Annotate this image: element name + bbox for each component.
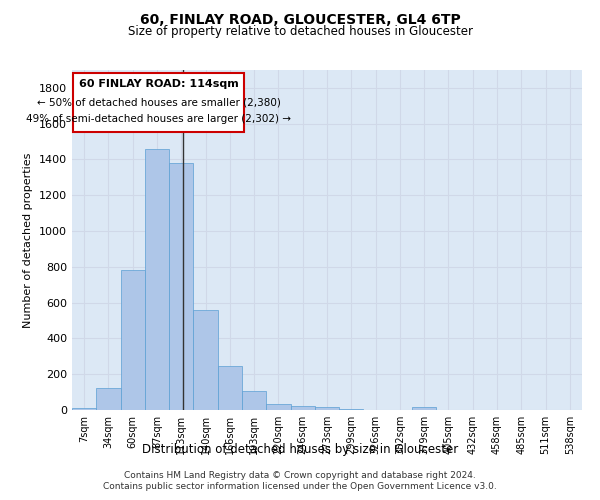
Bar bbox=[193, 310, 218, 410]
Bar bbox=[121, 270, 145, 410]
Bar bbox=[412, 408, 436, 410]
Bar bbox=[339, 409, 364, 410]
Text: 60, FINLAY ROAD, GLOUCESTER, GL4 6TP: 60, FINLAY ROAD, GLOUCESTER, GL4 6TP bbox=[140, 12, 460, 26]
Bar bbox=[96, 388, 121, 410]
Bar bbox=[266, 404, 290, 410]
Bar bbox=[242, 391, 266, 410]
Text: Size of property relative to detached houses in Gloucester: Size of property relative to detached ho… bbox=[128, 25, 473, 38]
Text: Contains public sector information licensed under the Open Government Licence v3: Contains public sector information licen… bbox=[103, 482, 497, 491]
Bar bbox=[145, 148, 169, 410]
Text: 49% of semi-detached houses are larger (2,302) →: 49% of semi-detached houses are larger (… bbox=[26, 114, 292, 124]
Text: Contains HM Land Registry data © Crown copyright and database right 2024.: Contains HM Land Registry data © Crown c… bbox=[124, 471, 476, 480]
Bar bbox=[169, 163, 193, 410]
Bar bbox=[72, 408, 96, 410]
Bar bbox=[218, 366, 242, 410]
Y-axis label: Number of detached properties: Number of detached properties bbox=[23, 152, 34, 328]
Text: Distribution of detached houses by size in Gloucester: Distribution of detached houses by size … bbox=[142, 442, 458, 456]
Bar bbox=[73, 72, 244, 132]
Text: ← 50% of detached houses are smaller (2,380): ← 50% of detached houses are smaller (2,… bbox=[37, 97, 281, 107]
Text: 60 FINLAY ROAD: 114sqm: 60 FINLAY ROAD: 114sqm bbox=[79, 80, 239, 90]
Bar bbox=[315, 408, 339, 410]
Bar bbox=[290, 406, 315, 410]
